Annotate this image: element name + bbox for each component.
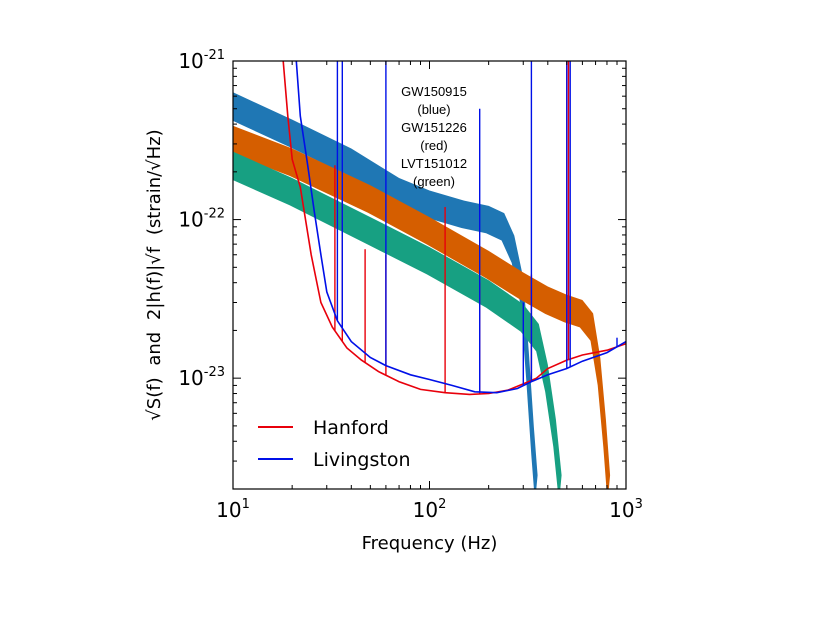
tick-labels: 101 102 103 10-23 10-22 10-21 xyxy=(178,48,643,522)
y-label-h: 2|h(f)|√f xyxy=(144,246,165,320)
signal-band-2 xyxy=(233,151,562,489)
y-label-units: (strain/√Hz) xyxy=(144,129,165,235)
y-tick-label: 10-21 xyxy=(178,48,225,73)
x-tick-label: 103 xyxy=(609,497,643,522)
annotation-line: GW150915 xyxy=(401,84,467,99)
signal-bands xyxy=(233,92,611,489)
noise-curves xyxy=(282,61,626,396)
annotation-line: LVT151012 xyxy=(401,156,467,171)
y-label-and: and xyxy=(144,332,165,366)
annotation-line: (red) xyxy=(420,138,447,153)
hanford-curve xyxy=(282,61,626,396)
x-tick-label: 102 xyxy=(413,497,447,522)
annotation-line: GW151226 xyxy=(401,120,467,135)
annotation-line: (green) xyxy=(413,174,455,189)
livingston-curve xyxy=(295,61,626,394)
y-tick-label: 10-23 xyxy=(178,365,225,390)
annotation-line: (blue) xyxy=(417,102,450,117)
svg-text:√S(f) and 2|h(f)|√: √S(f) and 2|h(f)|√f (strain/√Hz) xyxy=(144,129,165,420)
y-axis-label: √S(f) and 2|h(f)|√f (strain/√Hz) xyxy=(144,129,165,420)
signal-band-1 xyxy=(233,125,611,489)
event-annotation: GW150915 (blue) GW151226 (red) LVT151012 (gre… xyxy=(401,84,467,189)
y-tick-label: 10-22 xyxy=(178,207,225,232)
legend-livingston-label: Livingston xyxy=(313,449,411,471)
legend: Hanford Livingston xyxy=(258,417,411,471)
x-axis-label: Frequency (Hz) xyxy=(362,533,498,554)
legend-hanford-label: Hanford xyxy=(313,417,389,439)
y-label-sqrt-s: √S(f) xyxy=(144,377,165,420)
x-tick-label: 101 xyxy=(216,497,250,522)
axis-ticks xyxy=(232,61,627,490)
